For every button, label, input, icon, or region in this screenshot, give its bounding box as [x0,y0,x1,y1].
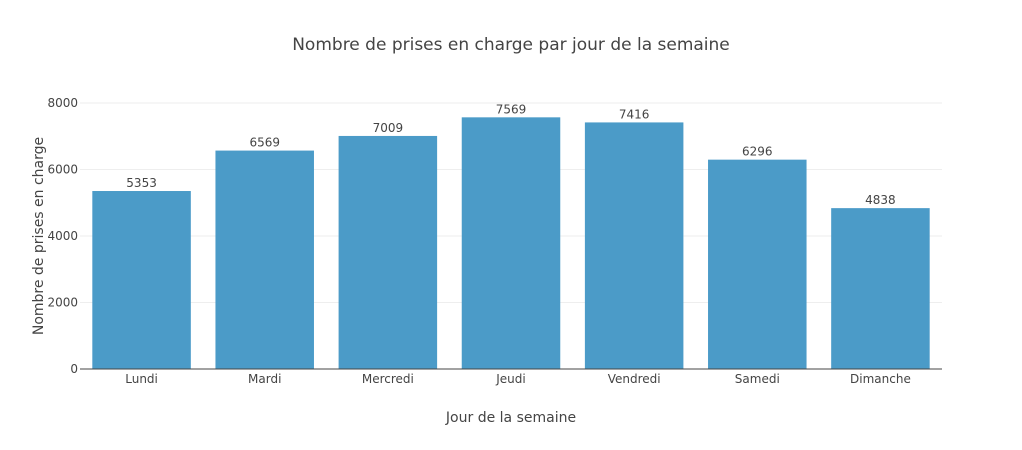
bar-mercredi [338,135,438,369]
bar-mardi [215,150,314,369]
x-axis-ticks: Lundi Mardi Mercredi Jeudi Vendredi Samedi Dim… [125,372,911,386]
bar-vendredi [584,122,684,369]
x-tick-label-vendredi: Vendredi [608,372,661,386]
data-label-mardi: 6569 [249,136,280,150]
data-label-lundi: 5353 [126,176,157,190]
bar-samedi [708,159,807,369]
chart-title: Nombre de prises en charge par jour de l… [292,35,730,55]
x-tick-label-jeudi: Jeudi [495,372,525,386]
y-tick-label: 2000 [47,296,78,310]
data-label-samedi: 6296 [742,145,773,159]
x-tick-label-mercredi: Mercredi [362,372,414,386]
data-labels: 5353 6569 7009 7569 7416 6296 4838 [126,102,895,207]
y-tick-label: 8000 [47,96,78,110]
x-tick-label-samedi: Samedi [735,372,780,386]
data-label-mercredi: 7009 [373,121,404,135]
x-tick-label-dimanche: Dimanche [850,372,911,386]
x-axis-title: Jour de la semaine [445,410,576,426]
y-tick-label: 4000 [47,229,78,243]
data-label-dimanche: 4838 [865,193,896,207]
y-axis-title: Nombre de prises en charge [31,137,47,335]
bar-jeudi [461,117,561,369]
x-tick-label-mardi: Mardi [248,372,281,386]
y-tick-label: 0 [70,362,78,376]
y-axis-ticks: 0 2000 4000 6000 8000 [47,96,78,376]
x-tick-label-lundi: Lundi [125,372,158,386]
y-tick-label: 6000 [47,163,78,177]
bars [92,117,930,369]
data-label-jeudi: 7569 [496,102,527,116]
bar-dimanche [831,208,930,369]
data-label-vendredi: 7416 [619,107,650,121]
bar-lundi [92,191,191,369]
